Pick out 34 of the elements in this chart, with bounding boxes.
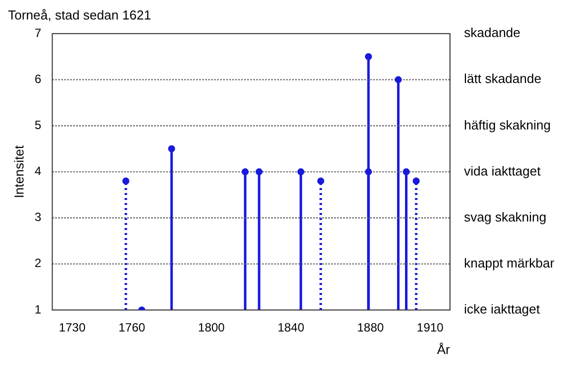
- y-tick-label: 1: [34, 302, 42, 316]
- chart-title: Torneå, stad sedan 1621: [8, 7, 152, 22]
- point: [402, 168, 410, 176]
- point: [394, 76, 402, 84]
- text: svag skakning: [464, 209, 546, 224]
- y-tick-label: 7: [34, 26, 42, 40]
- point: [256, 168, 263, 176]
- y-tick-label: 4: [34, 164, 42, 178]
- text: lätt skadande: [464, 71, 542, 86]
- point: [364, 168, 372, 176]
- point: [297, 168, 304, 176]
- point: [317, 178, 324, 185]
- x-axis-title: År: [437, 342, 451, 357]
- point: [242, 168, 249, 176]
- point: [412, 178, 420, 185]
- point: [364, 53, 372, 60]
- y-axis-title: Intensitet: [11, 145, 26, 198]
- text: skadande: [464, 25, 520, 40]
- x-tick-label: 1910: [416, 320, 444, 335]
- text: häftig skakning: [464, 117, 551, 132]
- y-tick-label: 2: [34, 256, 42, 270]
- x-tick-label: 1760: [118, 320, 146, 335]
- y-tick-label: 3: [34, 210, 42, 224]
- text: icke iakttaget: [464, 302, 540, 317]
- x-tick-label: 1730: [58, 320, 86, 335]
- y-tick-label: 5: [34, 118, 42, 132]
- x-tick-label: 1840: [278, 320, 305, 335]
- x-tick-label: 1880: [357, 320, 384, 335]
- x-tick-label: 1800: [198, 320, 226, 335]
- text: knappt märkbar: [464, 256, 555, 271]
- point: [122, 178, 130, 185]
- point: [168, 145, 176, 152]
- text: vida iakttaget: [464, 163, 541, 178]
- y-tick-label: 6: [34, 72, 42, 86]
